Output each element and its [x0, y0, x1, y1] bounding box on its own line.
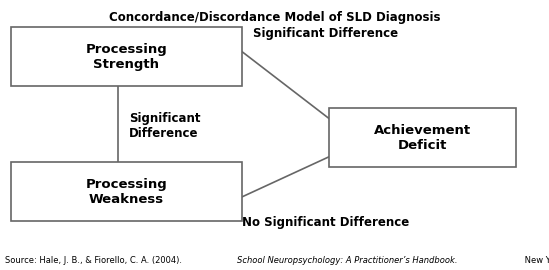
Text: Achievement
Deficit: Achievement Deficit	[374, 124, 471, 152]
FancyBboxPatch shape	[11, 27, 242, 86]
Text: Significant Difference: Significant Difference	[253, 27, 397, 40]
Text: No Significant Difference: No Significant Difference	[242, 216, 409, 229]
Text: Significant
Difference: Significant Difference	[129, 112, 200, 140]
Text: New York, NY: Guilford Press.: New York, NY: Guilford Press.	[522, 256, 549, 265]
Text: Concordance/Discordance Model of SLD Diagnosis: Concordance/Discordance Model of SLD Dia…	[109, 11, 440, 24]
Text: School Neuropsychology: A Practitioner’s Handbook.: School Neuropsychology: A Practitioner’s…	[237, 256, 458, 265]
Text: Processing
Weakness: Processing Weakness	[86, 178, 167, 206]
FancyBboxPatch shape	[11, 162, 242, 221]
Text: Processing
Strength: Processing Strength	[86, 43, 167, 71]
FancyBboxPatch shape	[329, 108, 516, 167]
Text: Source: Hale, J. B., & Fiorello, C. A. (2004).: Source: Hale, J. B., & Fiorello, C. A. (…	[5, 256, 185, 265]
